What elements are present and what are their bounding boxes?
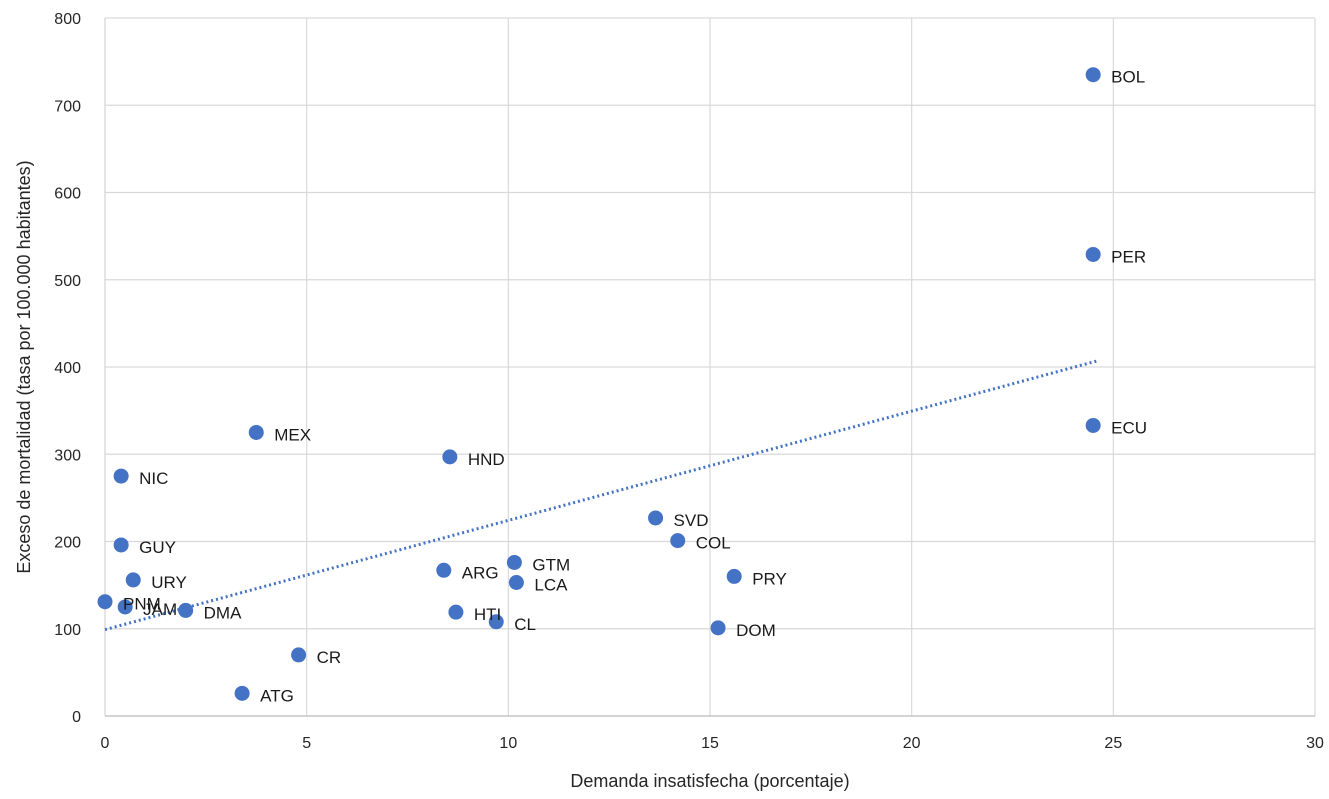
data-labels: BOL PER ECU MEX HND NIC SVD COL GUY GTM ARG PRY URY L… [123,68,1147,706]
x-axis-title: Demanda insatisfecha (porcentaje) [570,771,849,791]
data-label-pry: PRY [752,569,787,588]
data-point-mex [248,424,264,440]
data-point-hnd [442,449,458,465]
data-label-svd: SVD [674,511,709,530]
x-tick-label: 0 [101,735,110,752]
data-label-per: PER [1111,247,1146,266]
data-points [97,67,1101,701]
x-tick-label: 20 [903,735,921,752]
data-label-ury: URY [151,573,187,592]
data-label-ecu: ECU [1111,418,1147,437]
x-tick-label: 15 [701,735,719,752]
y-tick-label: 100 [54,622,81,639]
data-label-jam: JAM [143,600,177,619]
data-label-cr: CR [317,648,342,667]
data-label-gtm: GTM [532,555,570,574]
data-label-col: COL [696,534,731,553]
data-label-guy: GUY [139,538,176,557]
data-point-guy [113,537,129,553]
data-point-lca [508,575,524,591]
x-tick-label: 10 [499,735,517,752]
y-tick-label: 800 [54,11,81,28]
data-point-dom [710,620,726,636]
data-point-ecu [1085,417,1101,433]
x-tick-label: 5 [302,735,311,752]
gridlines [104,17,1316,717]
data-point-pnm [97,594,113,610]
y-tick-label: 700 [54,98,81,115]
data-point-svd [648,510,664,526]
data-point-cr [291,647,307,663]
data-label-hti: HTI [474,605,501,624]
data-point-dma [178,602,194,618]
trendline [104,359,1098,632]
data-point-pry [726,568,742,584]
x-tick-label: 25 [1104,735,1122,752]
y-tick-label: 400 [54,360,81,377]
data-label-nic: NIC [139,469,168,488]
data-point-per [1085,246,1101,262]
data-label-bol: BOL [1111,68,1145,87]
data-label-pnm: PNM [123,595,161,614]
data-label-dom: DOM [736,621,776,640]
y-tick-label: 200 [54,535,81,552]
data-point-arg [436,562,452,578]
y-tick-label: 500 [54,273,81,290]
data-label-mex: MEX [274,425,311,444]
y-tick-label: 600 [54,186,81,203]
data-point-bol [1085,67,1101,83]
y-axis-title: Exceso de mortalidad (tasa por 100.000 h… [14,160,34,573]
data-label-atg: ATG [260,686,294,705]
y-tick-label: 0 [72,709,81,726]
data-label-hnd: HND [468,450,505,469]
data-point-cl [488,614,504,630]
data-point-nic [113,468,129,484]
data-label-arg: ARG [462,563,499,582]
data-point-ury [125,572,141,588]
x-tick-label: 30 [1306,735,1324,752]
data-label-cl: CL [514,615,536,634]
data-point-atg [234,685,250,701]
y-tick-label: 300 [54,447,81,464]
data-point-hti [448,604,464,620]
data-label-dma: DMA [204,603,242,622]
data-point-gtm [506,554,522,570]
data-label-lca: LCA [534,576,568,595]
data-point-jam [117,599,133,615]
data-point-col [670,533,686,549]
